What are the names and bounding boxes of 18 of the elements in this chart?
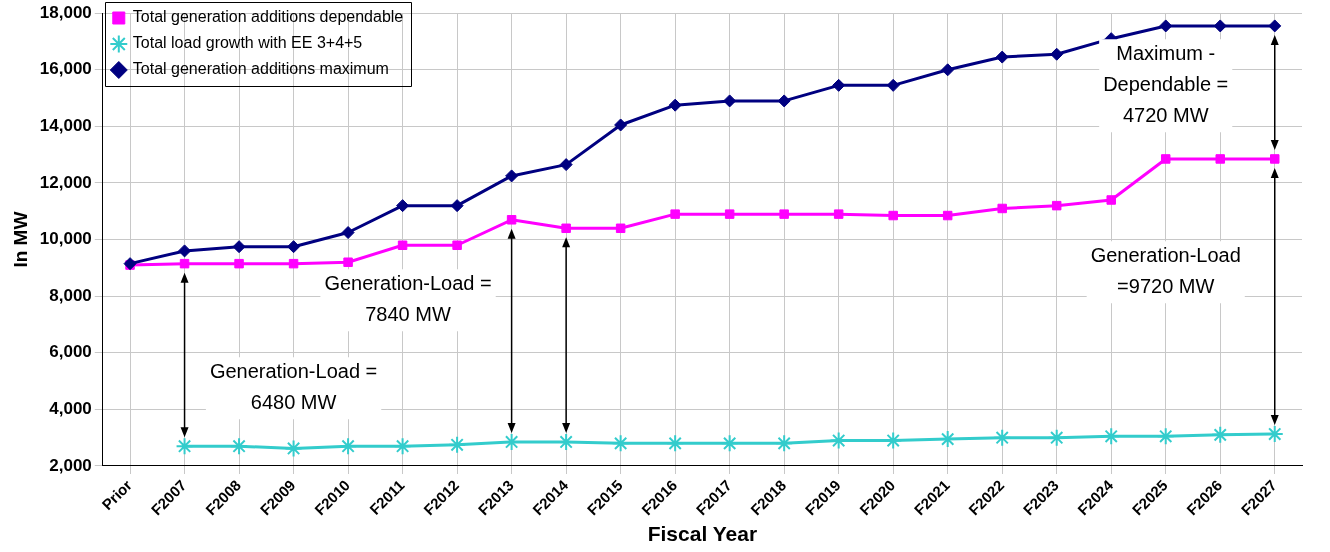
y-axis-title: In MW: [9, 211, 31, 268]
annotation: Maximum - Dependable = 4720 MW: [1103, 42, 1229, 127]
annotation: Generation-Load =9720 MW: [1090, 244, 1241, 298]
x-axis-title: Fiscal Year: [647, 522, 758, 546]
y-tick-label: 14,000: [39, 116, 92, 136]
y-tick-label: 18,000: [39, 2, 92, 22]
y-tick-label: 10,000: [39, 229, 92, 249]
y-tick-label: 6,000: [49, 342, 92, 362]
legend-label: Total load growth with EE 3+4+5: [132, 34, 363, 52]
annotation: Generation-Load = 7840 MW: [324, 272, 492, 326]
annotation: Generation-Load = 6480 MW: [209, 360, 378, 414]
legend-label: Total generation additions maximum: [132, 60, 389, 78]
y-tick-label: 4,000: [49, 399, 92, 419]
y-tick-label: 16,000: [39, 59, 92, 79]
y-tick-label: 2,000: [49, 455, 92, 475]
y-tick-label: 8,000: [49, 285, 92, 305]
y-tick-label: 12,000: [39, 172, 92, 192]
legend-label: Total generation additions dependable: [132, 8, 404, 26]
